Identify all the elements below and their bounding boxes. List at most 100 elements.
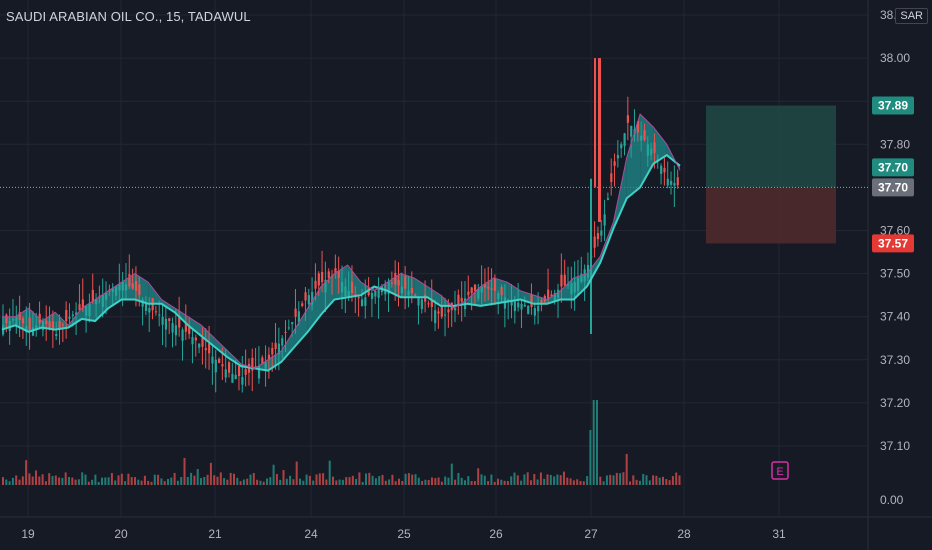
candle-body — [174, 325, 178, 336]
volume-bar — [213, 475, 216, 485]
volume-bar — [404, 473, 407, 485]
volume-bar — [424, 479, 427, 485]
y-tick-label: 37.20 — [880, 396, 910, 410]
position-tool[interactable] — [0, 105, 868, 244]
cloud-segment — [307, 286, 322, 332]
volume-bar — [15, 475, 18, 485]
volume-bar — [629, 481, 631, 485]
candle-body — [198, 343, 201, 348]
volume-bar — [394, 481, 397, 485]
volume-bar — [526, 472, 529, 485]
volume-bar — [196, 469, 199, 485]
volume-bar — [553, 476, 556, 485]
candle-body — [324, 280, 327, 293]
span-line — [2, 113, 681, 369]
volume-bar — [645, 475, 648, 485]
candle-body — [178, 315, 181, 328]
volume-bar — [216, 476, 219, 485]
volume-bar — [513, 472, 516, 485]
candle-body — [218, 358, 221, 364]
volume-bar — [566, 477, 569, 485]
earnings-letter: E — [776, 466, 783, 478]
x-tick-label: 24 — [304, 527, 318, 541]
candle-body — [281, 338, 284, 346]
candle-body — [58, 320, 61, 330]
candle-body — [490, 288, 493, 290]
cloud-segment — [653, 127, 667, 164]
volume-bar — [87, 481, 90, 485]
candle-body — [437, 311, 440, 314]
volume-bar — [289, 475, 292, 485]
volume-bar — [579, 480, 582, 485]
volume-bar — [351, 475, 354, 485]
candle-body — [228, 362, 231, 373]
volume-bar — [341, 479, 344, 485]
y-tick-label: 38.00 — [880, 51, 910, 65]
volume-bar — [612, 475, 615, 485]
candle-body — [387, 282, 390, 294]
candle-body — [570, 283, 573, 295]
price-labels: 37.89 37.70 37.70 37.57 — [872, 96, 914, 253]
volume-bar — [602, 481, 605, 485]
volume-bar — [285, 478, 288, 485]
candle-body — [334, 268, 337, 274]
candle-body — [221, 364, 224, 367]
volume-bar — [506, 481, 509, 485]
stop-zone — [706, 187, 836, 244]
volume-bar — [490, 474, 493, 485]
price-label-stop — [872, 234, 914, 253]
candle-body — [234, 374, 237, 380]
candle-body — [25, 326, 28, 333]
volume-bar — [374, 478, 377, 485]
candle-body — [610, 173, 613, 183]
candle-body — [567, 284, 570, 286]
candle-body — [630, 125, 633, 137]
candle-body — [21, 318, 25, 324]
volume-bar — [236, 477, 239, 485]
volume-bar — [64, 472, 67, 485]
candle-body — [121, 282, 124, 291]
candle-body — [467, 291, 470, 296]
volume-bar — [117, 475, 120, 485]
volume-bar — [8, 481, 11, 485]
candle-body — [676, 177, 679, 186]
volume-bar — [381, 474, 384, 485]
volume-bar — [388, 479, 391, 485]
volume-bar — [153, 474, 156, 485]
volume-bar — [625, 453, 628, 485]
candle-body — [547, 289, 550, 300]
candle-body — [5, 314, 8, 324]
volume-bar — [259, 480, 262, 485]
volume-bar — [599, 476, 602, 485]
x-tick-label: 19 — [21, 527, 35, 541]
volume-bar — [572, 480, 575, 485]
volume-bar — [559, 475, 562, 485]
currency-badge[interactable]: SAR — [895, 8, 928, 24]
candle-body — [370, 292, 374, 299]
cloud-segment — [560, 277, 574, 300]
volume-bar — [457, 472, 460, 485]
candle-body — [673, 183, 676, 186]
candle-body — [337, 270, 340, 278]
candle-body — [510, 300, 513, 306]
candle-body — [81, 299, 84, 309]
candle-body — [61, 324, 65, 326]
candle-body — [111, 288, 114, 292]
volume-bar — [200, 478, 202, 485]
volume-bar — [104, 477, 107, 485]
volume-bar — [328, 460, 331, 485]
volume-bar — [539, 472, 542, 485]
volume-bar — [619, 473, 622, 485]
candle-body — [427, 303, 430, 305]
volume-bar — [242, 479, 245, 485]
price-label-text: 37.70 — [878, 180, 908, 194]
candle-body — [447, 309, 450, 313]
volume-bar — [384, 480, 387, 485]
candle-body — [620, 144, 623, 149]
candle-body — [613, 161, 616, 166]
y-tick-label: 37.60 — [880, 224, 910, 238]
volume-bar — [302, 480, 305, 485]
candle-body — [374, 290, 377, 297]
volume-bar — [114, 480, 117, 485]
